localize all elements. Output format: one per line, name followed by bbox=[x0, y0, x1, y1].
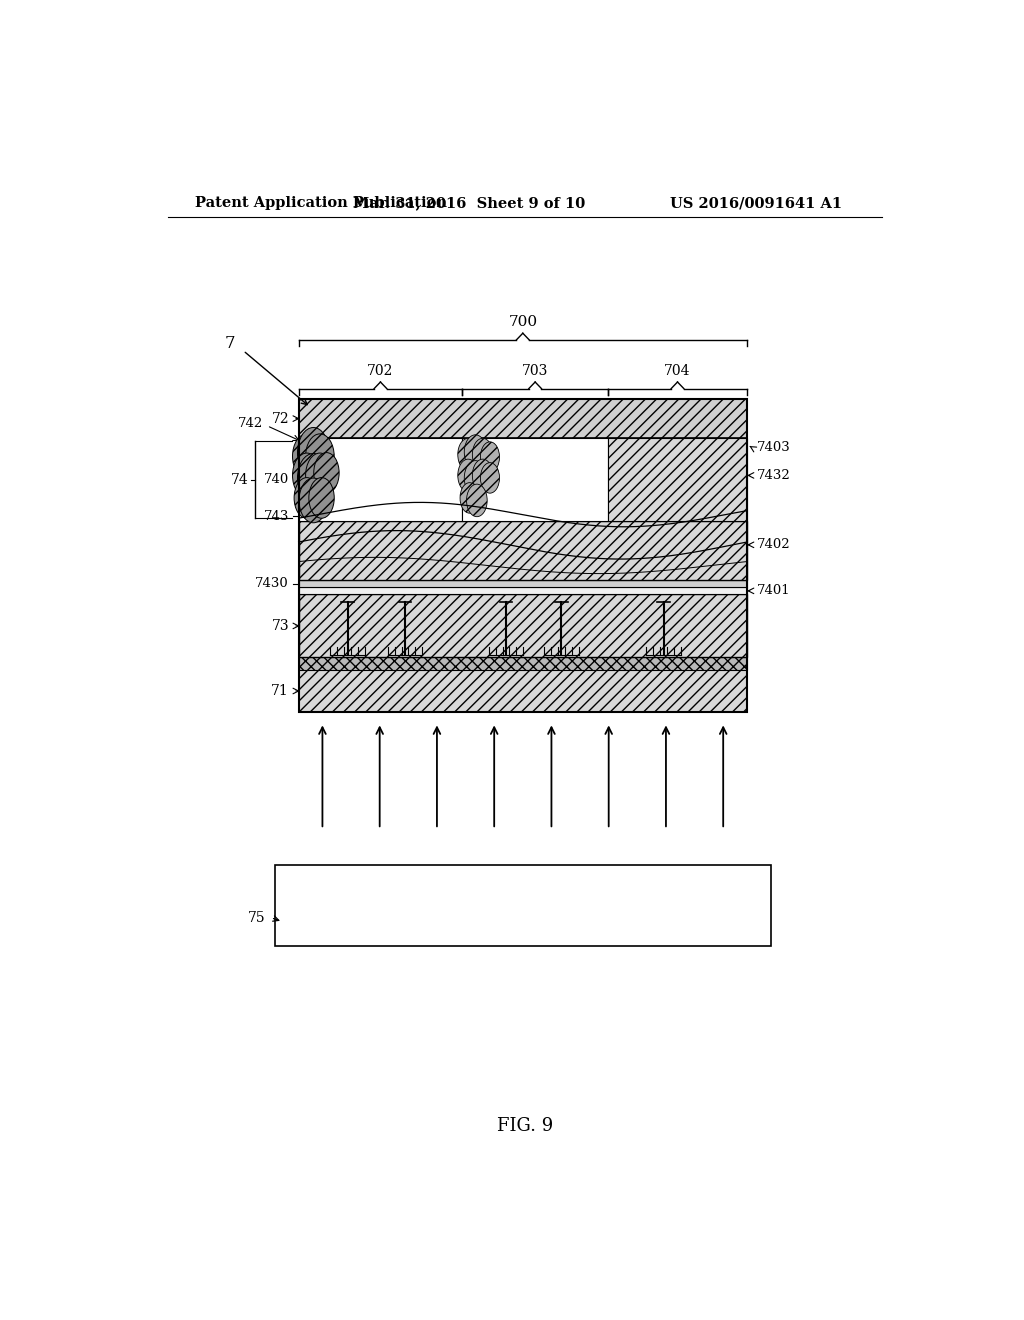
Text: 700: 700 bbox=[508, 315, 538, 329]
Text: 743: 743 bbox=[264, 510, 289, 523]
Ellipse shape bbox=[298, 428, 330, 478]
Text: 704: 704 bbox=[665, 364, 691, 378]
Ellipse shape bbox=[464, 434, 486, 470]
Text: 703: 703 bbox=[522, 364, 548, 378]
Ellipse shape bbox=[298, 454, 330, 503]
Bar bbox=[299, 438, 462, 521]
Bar bbox=[274, 865, 771, 946]
Text: 742: 742 bbox=[238, 417, 263, 430]
Text: 75: 75 bbox=[248, 911, 265, 924]
Text: 7430: 7430 bbox=[255, 577, 289, 590]
Text: 740: 740 bbox=[264, 473, 289, 486]
Ellipse shape bbox=[460, 483, 479, 513]
Text: 702: 702 bbox=[368, 364, 393, 378]
Ellipse shape bbox=[305, 453, 334, 498]
Bar bbox=[299, 587, 748, 594]
Bar bbox=[299, 438, 748, 521]
Text: US 2016/0091641 A1: US 2016/0091641 A1 bbox=[670, 197, 842, 210]
Ellipse shape bbox=[480, 463, 500, 494]
Bar bbox=[608, 438, 746, 521]
Ellipse shape bbox=[309, 478, 334, 519]
Text: 7403: 7403 bbox=[757, 441, 791, 454]
Bar bbox=[299, 657, 748, 669]
Ellipse shape bbox=[472, 438, 493, 471]
Ellipse shape bbox=[464, 461, 486, 495]
Bar bbox=[299, 521, 748, 581]
Text: Mar. 31, 2016  Sheet 9 of 10: Mar. 31, 2016 Sheet 9 of 10 bbox=[353, 197, 586, 210]
Ellipse shape bbox=[458, 438, 478, 471]
Ellipse shape bbox=[458, 459, 478, 491]
Bar bbox=[299, 581, 748, 587]
Bar bbox=[299, 594, 748, 657]
Ellipse shape bbox=[305, 434, 334, 479]
Bar bbox=[299, 399, 748, 438]
Text: 74: 74 bbox=[230, 473, 249, 487]
Ellipse shape bbox=[293, 434, 322, 479]
Ellipse shape bbox=[294, 478, 319, 519]
Text: 72: 72 bbox=[271, 412, 289, 425]
Text: 7402: 7402 bbox=[757, 539, 791, 552]
Text: 7401: 7401 bbox=[757, 585, 791, 598]
Ellipse shape bbox=[313, 453, 339, 494]
Ellipse shape bbox=[299, 478, 328, 523]
Text: 73: 73 bbox=[271, 619, 289, 634]
Ellipse shape bbox=[467, 484, 487, 516]
Bar bbox=[462, 438, 608, 521]
Ellipse shape bbox=[293, 453, 322, 498]
Text: 7: 7 bbox=[224, 335, 236, 352]
Text: 7432: 7432 bbox=[757, 469, 791, 482]
Text: Patent Application Publication: Patent Application Publication bbox=[196, 197, 447, 210]
Text: 71: 71 bbox=[271, 684, 289, 698]
Bar bbox=[299, 669, 748, 713]
Ellipse shape bbox=[472, 459, 493, 491]
Bar bbox=[299, 399, 748, 713]
Text: FIG. 9: FIG. 9 bbox=[497, 1117, 553, 1135]
Ellipse shape bbox=[480, 442, 500, 473]
